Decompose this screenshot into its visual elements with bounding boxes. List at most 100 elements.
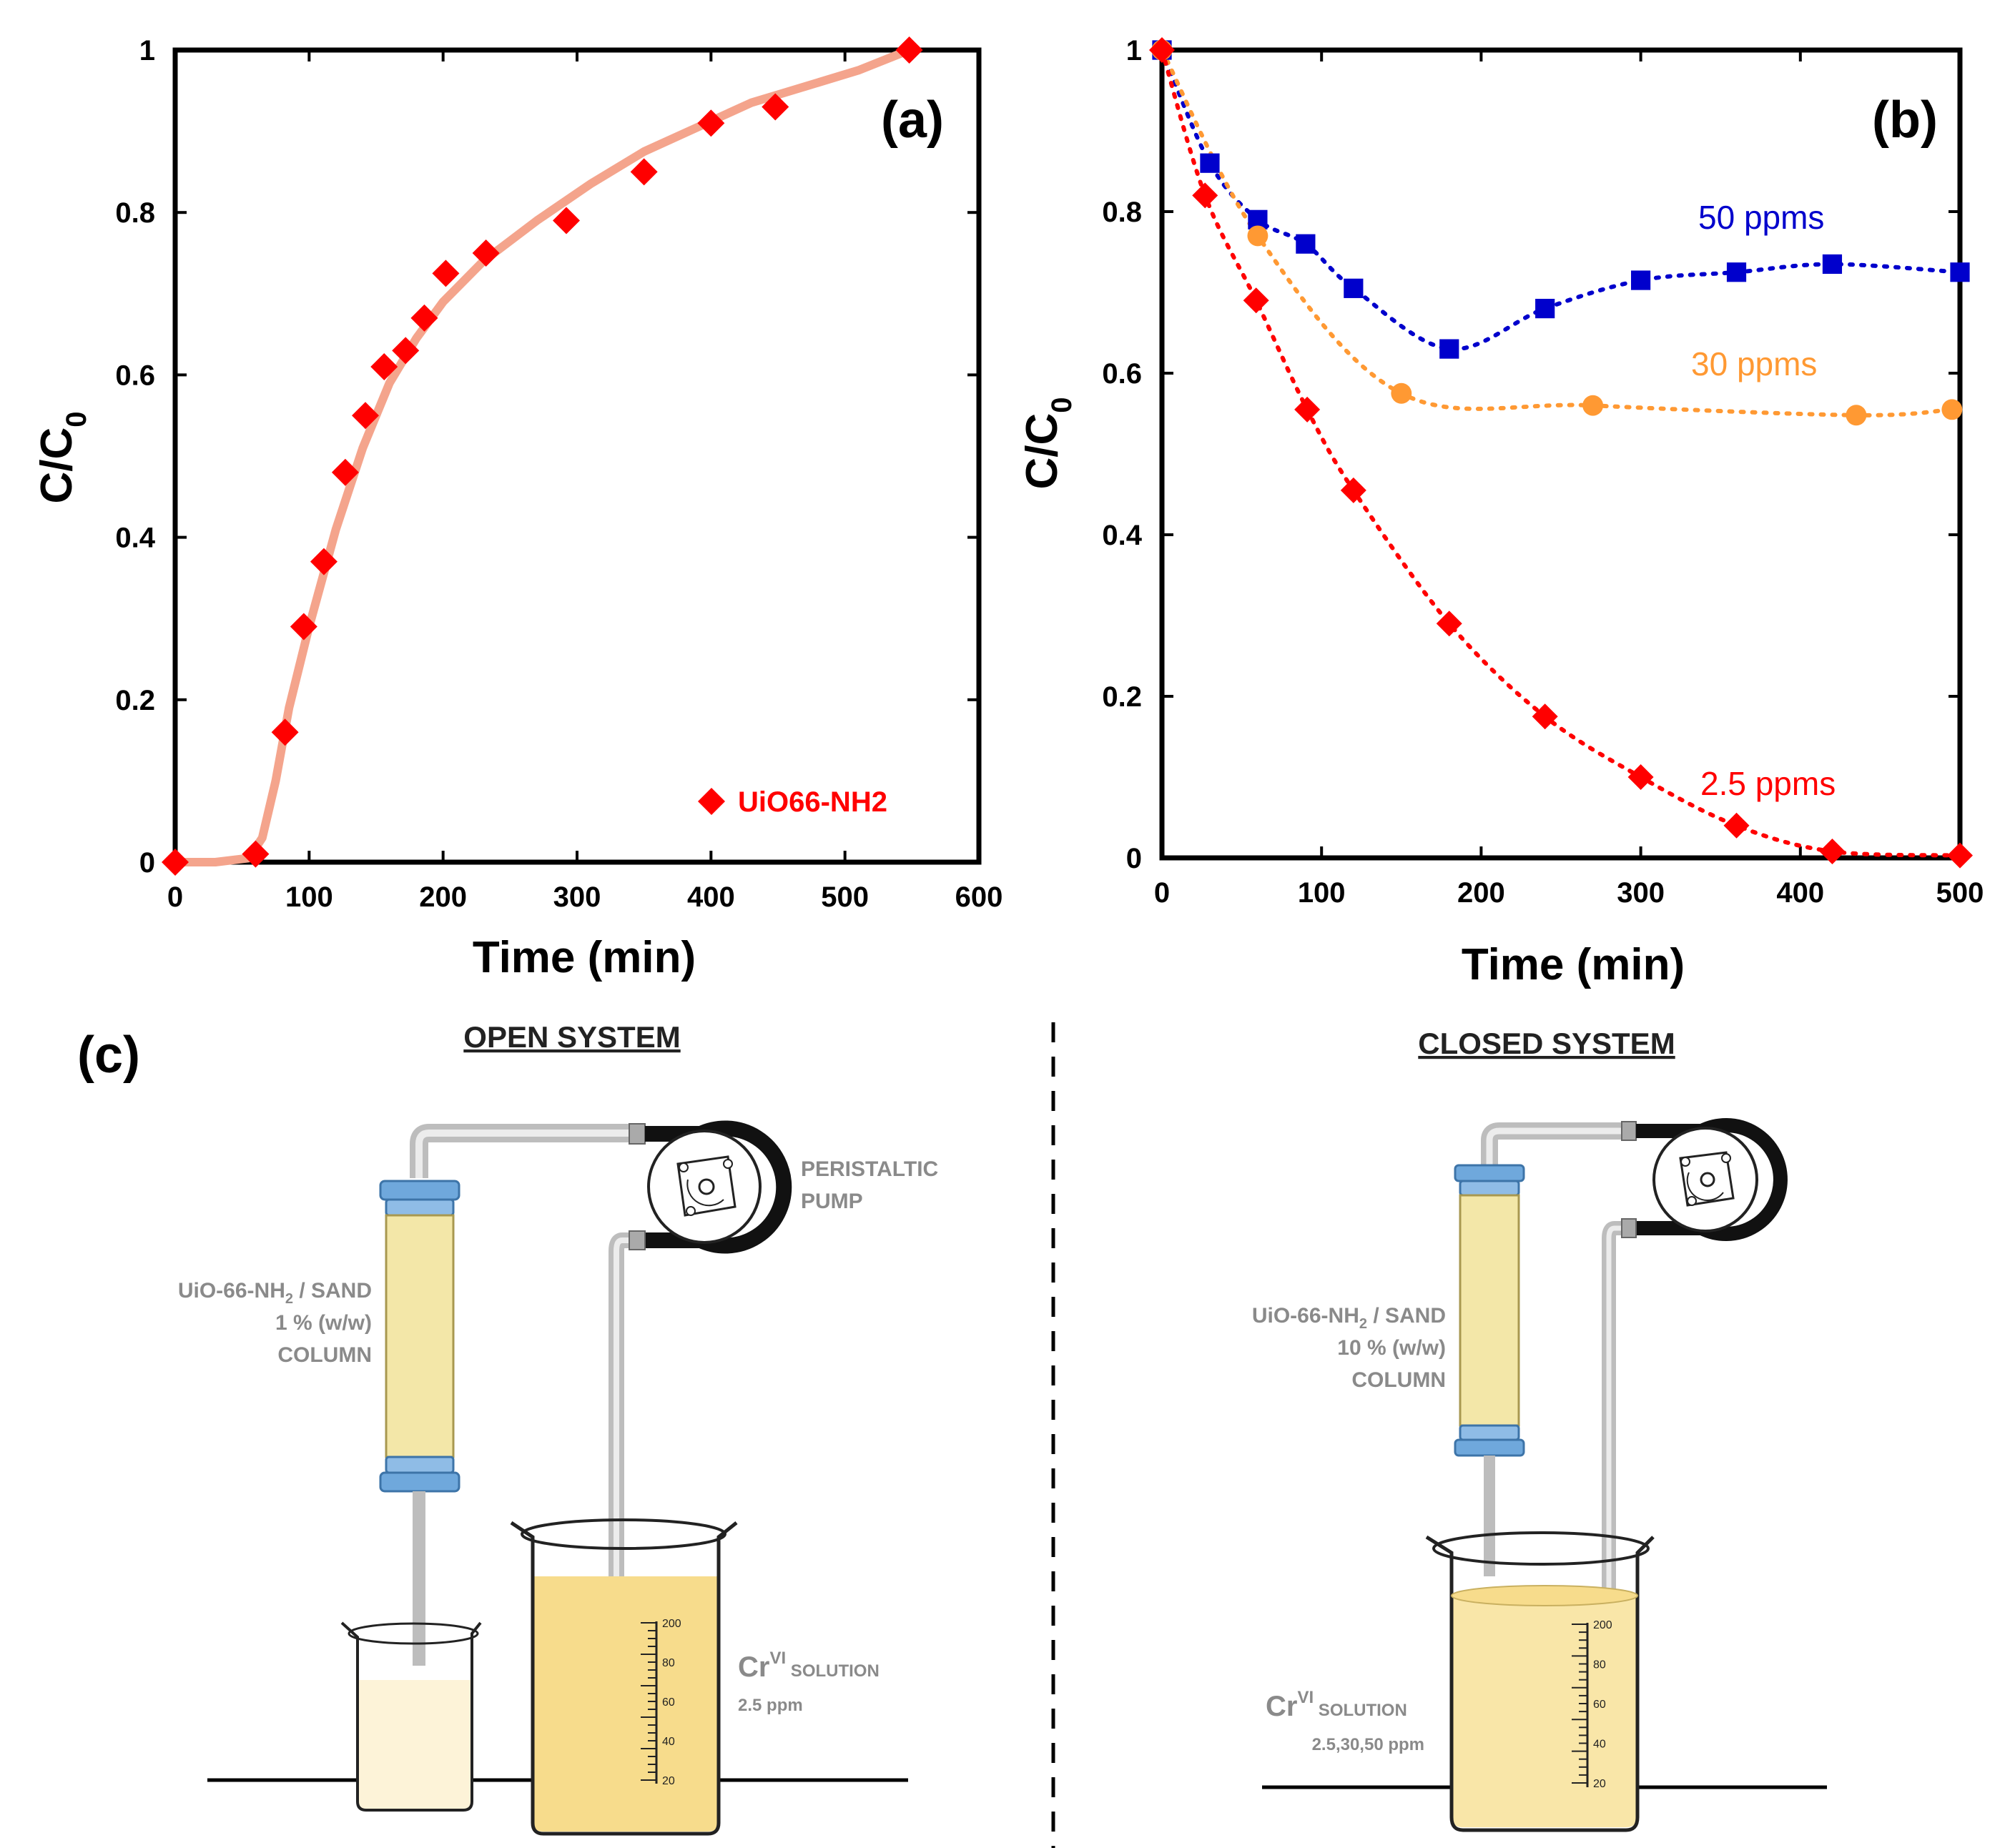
chart-a-plot-frame bbox=[172, 47, 982, 865]
beaker-scale-label: 40 bbox=[1593, 1739, 1606, 1751]
open-column-body bbox=[385, 1214, 455, 1458]
closed-peristaltic-pump bbox=[1636, 1118, 1788, 1241]
open-solution-glass bbox=[510, 1521, 738, 1836]
chart-a-points bbox=[162, 36, 923, 876]
open-system-title: OPEN SYSTEM bbox=[463, 1020, 680, 1054]
chart-b-point-50ppms bbox=[1822, 254, 1843, 275]
chart-b-ylabel-main: C/C bbox=[1018, 413, 1067, 490]
closed-inlet-pipe-highlight bbox=[1606, 1225, 1629, 1680]
chart-b-line-50ppms bbox=[1160, 48, 1962, 352]
open-column-bottom-cap-upper bbox=[385, 1456, 455, 1474]
closed-column-label-post: / SAND bbox=[1367, 1304, 1446, 1328]
chart-b-point-2_5ppms bbox=[1340, 477, 1366, 503]
chart-b-series-label-50ppms: 50 ppms bbox=[1698, 199, 1824, 236]
chart-b-point-50ppms bbox=[1344, 278, 1364, 298]
closed-solution-surface bbox=[1451, 1585, 1638, 1606]
closed-system-diagram: UiO-66-NH2 / SAND 10 % (w/w) COLUMN 200 8… bbox=[1252, 1118, 1827, 1832]
beaker-scale-label: 60 bbox=[662, 1696, 675, 1709]
closed-solution-beaker: 200 80 60 40 20 bbox=[1425, 1531, 1655, 1832]
chart-b-point-2_5ppms bbox=[1627, 764, 1654, 790]
closed-pump-tubing bbox=[1636, 1118, 1788, 1241]
open-solution-label-word: SOLUTION bbox=[786, 1661, 880, 1681]
open-pump-roller-3 bbox=[686, 1206, 696, 1216]
chart-b-series-label-30ppms: 30 ppms bbox=[1691, 345, 1817, 382]
chart-a-y-tick-label: 0 bbox=[139, 847, 155, 879]
chart-b-x-axis-label: Time (min) bbox=[1462, 940, 1685, 989]
chart-a-point bbox=[472, 239, 500, 267]
chart-b-point-2_5ppms bbox=[1723, 812, 1750, 839]
chart-b-point-30ppms bbox=[1391, 382, 1412, 404]
open-solution-scale-ticks: 200 80 60 40 20 bbox=[641, 1618, 681, 1787]
open-top-pipe-fitting bbox=[629, 1123, 646, 1145]
chart-b-point-2_5ppms bbox=[1436, 611, 1462, 637]
closed-solution-liquid bbox=[1452, 1594, 1637, 1827]
chart-b-point-2_5ppms bbox=[1947, 842, 1973, 869]
open-column-label-line1: UiO-66-NH2 / SAND bbox=[178, 1279, 372, 1307]
open-pump-rotation-arrow bbox=[686, 1179, 724, 1207]
chart-a-point bbox=[630, 158, 658, 186]
closed-column-top-cap bbox=[1454, 1164, 1525, 1182]
chart-b-point-50ppms bbox=[1950, 262, 1970, 282]
open-solution-rim bbox=[521, 1518, 726, 1550]
closed-column-label-line2: 10 % (w/w) bbox=[1337, 1336, 1446, 1360]
closed-column-label-line3: COLUMN bbox=[1351, 1368, 1446, 1392]
closed-solution-scale-ticks: 200 80 60 40 20 bbox=[1572, 1619, 1612, 1790]
beaker-scale-label: 20 bbox=[1593, 1778, 1606, 1790]
chart-a-legend: UiO66-NH2 bbox=[698, 786, 887, 818]
chart-a-legend-label: UiO66-NH2 bbox=[738, 786, 887, 818]
chart-a-fit-layer bbox=[171, 46, 914, 866]
open-system-diagram: PERISTALTIC PUMP UiO-66-NH2 / SAND 1 % (… bbox=[178, 1120, 938, 1836]
closed-column-bottom-cap bbox=[1454, 1438, 1525, 1457]
chart-a-y-tick-label: 0.2 bbox=[115, 685, 155, 716]
chart-a-x-tick-label: 300 bbox=[553, 881, 601, 913]
chart-a-x-tick-label: 500 bbox=[821, 881, 869, 913]
open-solution-label-sup: VI bbox=[769, 1649, 786, 1668]
chart-a: 0 100 200 300 400 500 600 0 0.2 0.4 0.6 0.8 1 (a) Ti… bbox=[32, 35, 1002, 982]
chart-a-point bbox=[895, 36, 923, 64]
chart-a-point bbox=[290, 613, 317, 641]
chart-b-y-axis-label: C/C0 bbox=[1018, 397, 1078, 489]
closed-solution-rim bbox=[1432, 1531, 1650, 1566]
chart-a-ylabel-main: C/C bbox=[32, 428, 82, 504]
open-pump-label-line2: PUMP bbox=[801, 1190, 863, 1213]
chart-b-y-tick-label: 0.8 bbox=[1102, 197, 1142, 228]
chart-b-point-50ppms bbox=[1726, 262, 1747, 282]
open-column-bottom-cap bbox=[379, 1471, 460, 1493]
chart-b-series-label-2.5ppms: 2.5 ppms bbox=[1700, 765, 1836, 802]
open-effluent-rim bbox=[348, 1622, 479, 1645]
closed-inlet-fitting bbox=[1621, 1218, 1637, 1238]
closed-column-label-line1: UiO-66-NH2 / SAND bbox=[1252, 1304, 1446, 1332]
chart-b-ylabel-sub: 0 bbox=[1046, 397, 1078, 412]
closed-solution-label-main: Cr bbox=[1266, 1691, 1297, 1722]
open-pump-roller-1 bbox=[679, 1162, 689, 1172]
chart-b-point-50ppms bbox=[1439, 339, 1459, 359]
chart-a-point bbox=[553, 207, 581, 234]
open-column-label-line2: 1 % (w/w) bbox=[275, 1311, 372, 1335]
chart-a-panel-letter: (a) bbox=[881, 92, 944, 149]
chart-b-point-50ppms bbox=[1200, 153, 1220, 173]
chart-a-point bbox=[392, 337, 420, 365]
open-column bbox=[379, 1180, 460, 1666]
chart-b: 0 100 200 300 400 500 0 0.2 0.4 0.6 0.8 1 (b) Time … bbox=[1018, 35, 1984, 989]
open-inlet-pipe-highlight bbox=[614, 1237, 636, 1687]
open-effluent-liquid bbox=[358, 1680, 472, 1809]
chart-b-y-tick-label: 0.6 bbox=[1102, 358, 1142, 390]
closed-column-label-pre: UiO-66-NH bbox=[1252, 1304, 1359, 1328]
chart-a-x-tick-label: 400 bbox=[687, 881, 735, 913]
closed-solution-glass bbox=[1425, 1535, 1655, 1832]
chart-a-y-tick-label: 0.4 bbox=[115, 523, 155, 554]
chart-b-point-2_5ppms bbox=[1192, 182, 1218, 209]
closed-top-pipe bbox=[1481, 1122, 1623, 1165]
open-column-label-line3: COLUMN bbox=[277, 1343, 372, 1367]
open-top-pipe bbox=[410, 1124, 633, 1178]
open-solution-label: CrVI SOLUTION bbox=[738, 1649, 880, 1683]
chart-b-x-tick-label: 300 bbox=[1617, 877, 1665, 909]
open-solution-liquid bbox=[533, 1576, 719, 1832]
open-solution-label-main: Cr bbox=[738, 1651, 769, 1683]
closed-pump-roller-1 bbox=[1680, 1157, 1690, 1167]
open-pump-hub bbox=[698, 1178, 715, 1195]
closed-column-top-cap-lower bbox=[1459, 1180, 1520, 1197]
chart-a-point bbox=[271, 718, 299, 746]
chart-a-point bbox=[310, 548, 338, 575]
chart-a-x-tick-label: 0 bbox=[167, 881, 183, 913]
